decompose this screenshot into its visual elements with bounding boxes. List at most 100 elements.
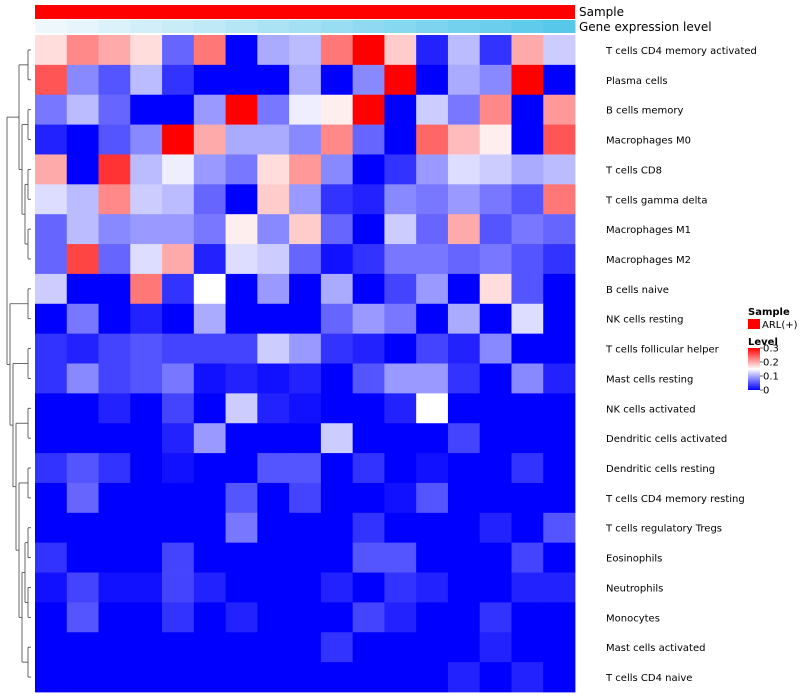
heatmap-cell — [352, 602, 385, 633]
heatmap-cell — [130, 572, 163, 603]
expression-annotation-cell — [225, 20, 258, 33]
heatmap-cell — [479, 94, 512, 125]
heatmap-cell — [98, 333, 131, 364]
heatmap-cell — [225, 35, 258, 66]
heatmap-cell — [289, 94, 322, 125]
heatmap-cell — [35, 482, 68, 514]
heatmap-cell — [416, 273, 449, 305]
heatmap-cell — [479, 363, 512, 394]
heatmap-cell — [257, 184, 290, 215]
heatmap-cell — [511, 542, 544, 573]
heatmap-cell — [447, 244, 481, 275]
heatmap-cell — [225, 64, 258, 96]
heatmap-cell — [543, 453, 576, 484]
heatmap-cell — [352, 512, 385, 544]
heatmap-cell — [447, 632, 481, 663]
heatmap-cell — [447, 333, 481, 364]
heatmap-cell — [447, 64, 481, 96]
heatmap-cell — [257, 64, 290, 96]
heatmap-cell — [543, 333, 576, 364]
heatmap-cell — [289, 453, 322, 484]
heatmap-cell — [479, 572, 512, 603]
heatmap-cell — [225, 333, 258, 364]
heatmap-cell — [130, 363, 163, 394]
heatmap-cell — [257, 124, 290, 155]
heatmap-cell — [35, 35, 68, 66]
heatmap-cell — [257, 632, 290, 663]
expression-annotation-cell — [320, 20, 354, 33]
expression-annotation-cell — [130, 20, 163, 33]
heatmap-cell — [479, 124, 512, 155]
heatmap-cell — [320, 124, 354, 155]
row-label: Monocytes — [606, 613, 660, 624]
level-tick-label: 0.3 — [763, 344, 779, 355]
heatmap-cell — [257, 94, 290, 125]
heatmap-cell — [289, 662, 322, 693]
heatmap-cell — [289, 632, 322, 663]
heatmap-cell — [130, 184, 163, 215]
heatmap-cell — [511, 273, 544, 305]
heatmap-cell — [66, 602, 99, 633]
heatmap-cell — [416, 124, 449, 155]
heatmap-cell — [257, 273, 290, 305]
heatmap-cell — [225, 184, 258, 215]
expression-annotation-cell — [162, 20, 195, 33]
heatmap-cell — [66, 482, 99, 514]
heatmap-cell — [98, 303, 131, 335]
heatmap-cell — [447, 124, 481, 155]
heatmap-cell — [35, 453, 68, 484]
heatmap-cell — [257, 154, 290, 185]
heatmap-cell — [320, 35, 354, 66]
heatmap-cell — [543, 632, 576, 663]
heatmap-cell — [289, 363, 322, 394]
heatmap-cell — [320, 64, 354, 96]
heatmap-cell — [225, 214, 258, 245]
heatmap-cell — [162, 244, 195, 275]
heatmap-cell — [98, 572, 131, 603]
heatmap-cell — [447, 214, 481, 245]
heatmap-cell — [289, 184, 322, 215]
heatmap-cell — [352, 542, 385, 573]
expression-annotation-cell — [35, 20, 68, 33]
heatmap-cell — [352, 154, 385, 185]
heatmap-cell — [384, 512, 417, 544]
heatmap-cell — [193, 154, 226, 185]
heatmap-cell — [257, 35, 290, 66]
heatmap-cell — [543, 244, 576, 275]
expression-annotation-cell — [289, 20, 322, 33]
heatmap-cell — [289, 214, 322, 245]
heatmap-cell — [289, 244, 322, 275]
heatmap-cell — [193, 662, 226, 693]
heatmap-cell — [130, 154, 163, 185]
heatmap-cell — [289, 124, 322, 155]
heatmap-cell — [289, 273, 322, 305]
row-label: T cells regulatory Tregs — [605, 524, 722, 535]
heatmap-cell — [511, 572, 544, 603]
row-label: T cells CD4 memory resting — [605, 494, 745, 505]
heatmap-cell — [98, 154, 131, 185]
heatmap-cell — [289, 572, 322, 603]
heatmap-cell — [257, 662, 290, 693]
heatmap-cell — [479, 214, 512, 245]
heatmap-cell — [447, 602, 481, 633]
heatmap-cell — [98, 662, 131, 693]
heatmap-cell — [447, 423, 481, 454]
row-label: Eosinophils — [606, 554, 662, 565]
heatmap-cell — [511, 662, 544, 693]
heatmap-cell — [543, 363, 576, 394]
heatmap-cell — [384, 273, 417, 305]
heatmap-cell — [543, 273, 576, 305]
heatmap-cell — [543, 184, 576, 215]
heatmap-cell — [193, 333, 226, 364]
sample-legend-swatch — [748, 319, 760, 329]
heatmap-cell — [98, 273, 131, 305]
heatmap-cell — [320, 662, 354, 693]
heatmap-cell — [384, 423, 417, 454]
heatmap-cell — [416, 602, 449, 633]
heatmap-cell — [130, 632, 163, 663]
heatmap-cell — [416, 94, 449, 125]
heatmap-cell — [479, 35, 512, 66]
heatmap-cell — [66, 363, 99, 394]
heatmap-cell — [98, 632, 131, 663]
heatmap-cell — [511, 363, 544, 394]
